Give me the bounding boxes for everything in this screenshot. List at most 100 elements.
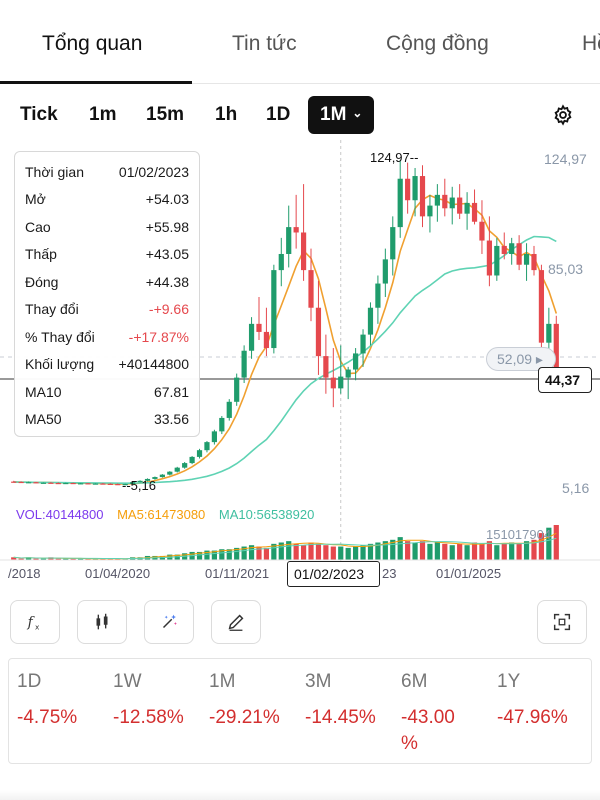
range-tick[interactable]: Tick (20, 104, 58, 125)
price-chart[interactable] (0, 140, 600, 590)
tooltip-row: Mở +54.03 (25, 186, 189, 214)
tab-community[interactable]: Cộng đồng (386, 32, 489, 55)
candle-body (226, 401, 232, 418)
volume-bar (382, 541, 388, 560)
candle-body (330, 377, 336, 389)
tooltip-key: Thấp (25, 246, 57, 263)
draw-button[interactable] (211, 600, 261, 644)
perf-value: -14.45% (305, 707, 376, 728)
candle-body (211, 431, 217, 443)
price-axis-top: 124,97 (544, 151, 587, 167)
fullscreen-icon (553, 613, 571, 631)
performance-grid: 1D -4.75% 1W -12.58% 1M -29.21% 3M -14.45% 6… (8, 658, 592, 764)
volume-bar (419, 541, 426, 560)
volume-bar (412, 542, 418, 560)
candle-body (531, 253, 537, 271)
volume-bar (323, 545, 329, 560)
volume-bar (234, 547, 240, 560)
xaxis-label-3: 23 (382, 566, 397, 581)
tab-overview[interactable]: Tổng quan (42, 32, 143, 55)
volume-bar (308, 542, 314, 560)
volume-bar (48, 557, 54, 560)
volume-bar (174, 554, 180, 560)
candle-body (137, 480, 143, 483)
volume-bar (271, 543, 277, 560)
indicator-button[interactable]: f x (10, 600, 60, 644)
chart-type-button[interactable] (77, 600, 127, 644)
tab-news[interactable]: Tin tức (232, 32, 297, 55)
candle-body (427, 205, 433, 217)
volume-bar (226, 549, 232, 560)
candle-body (63, 482, 69, 485)
volume-bar (442, 543, 448, 560)
volume-bar (40, 558, 47, 560)
candle-body (494, 245, 500, 276)
tooltip-key: Cao (25, 218, 51, 235)
candle-body (360, 334, 366, 354)
volume-bar (70, 558, 76, 560)
volume-bar (509, 542, 515, 560)
volume-bar (434, 542, 440, 560)
gear-icon[interactable] (552, 104, 574, 126)
candle-body (293, 227, 299, 233)
range-1m[interactable]: 1m (89, 104, 117, 125)
ma10-value: MA10:56538920 (218, 507, 315, 522)
range-1h[interactable]: 1h (215, 104, 238, 125)
ohlc-tooltip: Thời gian 01/02/2023 Mở +54.03 Cao +55.98 Thấp… (14, 151, 200, 437)
range-1M-dropdown[interactable]: 1M ⌄ (308, 96, 375, 134)
perf-label: 1M (209, 671, 236, 692)
volume-bar (553, 525, 559, 560)
candle-body (278, 253, 284, 271)
volume-bar (18, 558, 24, 560)
low-marker-label: --5,16 (122, 478, 156, 493)
volume-bar (55, 558, 61, 560)
candle-body (241, 350, 247, 378)
tooltip-row: Cao +55.98 (25, 213, 189, 241)
volume-bar (286, 541, 292, 560)
candle-body (78, 483, 84, 485)
xaxis-label-1: 01/04/2020 (85, 566, 151, 581)
volume-bar (449, 545, 455, 560)
magic-wand-icon (162, 614, 177, 629)
volume-bar (405, 541, 411, 560)
candle-body (471, 202, 478, 222)
smart-tools-button[interactable] (144, 600, 194, 644)
fullscreen-button[interactable] (537, 600, 587, 644)
candlestick-chart-svg (0, 140, 600, 565)
tooltip-value: +44.38 (145, 273, 189, 290)
volume-bar (78, 558, 84, 560)
candle-body (412, 176, 418, 201)
volume-bar (63, 558, 69, 560)
volume-bar (278, 542, 284, 560)
candle-body (167, 471, 173, 475)
volume-bar (241, 546, 247, 560)
range-1d[interactable]: 1D (266, 104, 291, 125)
candle-body (196, 450, 203, 457)
candle-body (115, 484, 121, 486)
volume-bar (457, 543, 463, 560)
candle-body (271, 270, 277, 349)
svg-text:f: f (27, 615, 36, 631)
perf-label: 1D (17, 671, 42, 692)
tooltip-row: Đóng +44.38 (25, 268, 189, 296)
perf-label: 6M (401, 671, 428, 692)
tooltip-value: +40144800 (118, 356, 189, 373)
tooltip-row: % Thay đổi -+17.87% (25, 323, 189, 351)
range-15m[interactable]: 15m (146, 104, 185, 125)
xaxis-label-0: /2018 (8, 566, 41, 581)
tooltip-row: Khối lượng +40144800 (25, 351, 189, 379)
tooltip-row: MA10 67.81 (25, 378, 189, 406)
candle-body (159, 474, 165, 478)
volume-bar (375, 542, 381, 560)
tab-more[interactable]: Hồ (582, 32, 600, 55)
high-marker-label: 124,97-- (370, 150, 419, 165)
candle-body (263, 331, 270, 349)
volume-bar (479, 543, 485, 560)
tooltip-row: MA50 33.56 (25, 406, 189, 434)
candle-body (48, 482, 54, 484)
candle-body (122, 484, 128, 486)
candle-body (18, 481, 24, 484)
volume-bar (25, 557, 32, 560)
tooltip-key: Mở (25, 191, 46, 208)
svg-text:x: x (35, 622, 40, 631)
